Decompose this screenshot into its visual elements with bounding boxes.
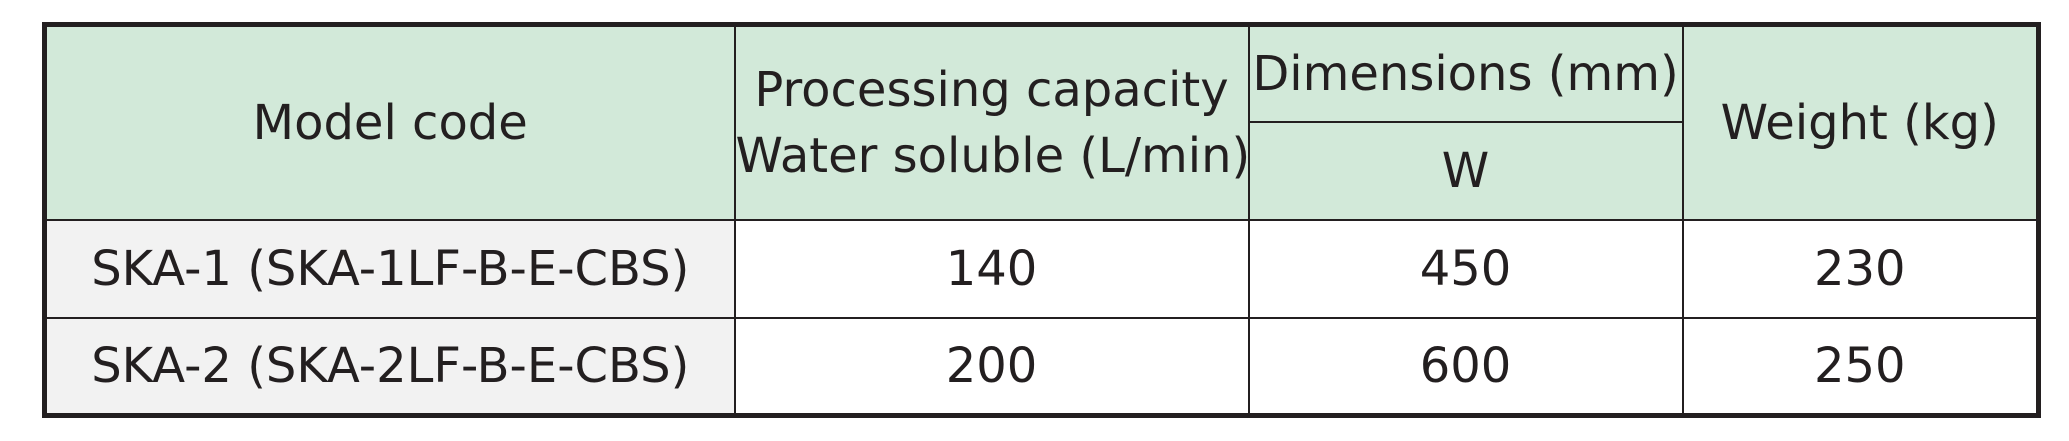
cell-capacity: 140 <box>733 218 1250 319</box>
cell-weight: 250 <box>1681 316 2040 417</box>
header-processing-capacity: Processing capacity Water soluble (L/min… <box>733 23 1251 221</box>
cell-capacity: 200 <box>733 316 1250 417</box>
cell-width: 600 <box>1247 316 1684 417</box>
table-body: SKA-1 (SKA-1LF-B-E-CBS) 140 450 230 SKA-… <box>43 218 2040 417</box>
header-processing-capacity-line1: Processing capacity <box>754 61 1229 118</box>
cell-model: SKA-1 (SKA-1LF-B-E-CBS) <box>43 218 736 319</box>
header-row-bottom: W <box>45 120 2039 221</box>
header-model-code: Model code <box>43 23 736 221</box>
table-row: SKA-2 (SKA-2LF-B-E-CBS) 200 600 250 <box>43 316 2040 417</box>
table-row: SKA-1 (SKA-1LF-B-E-CBS) 140 450 230 <box>43 218 2040 319</box>
header-processing-capacity-line2: Water soluble (L/min) <box>735 127 1251 184</box>
table-header: Model code Processing capacity Water sol… <box>43 23 2040 221</box>
header-weight: Weight (kg) <box>1681 23 2040 221</box>
header-dimensions-w: W <box>1247 120 1684 221</box>
cell-weight: 230 <box>1681 218 2040 319</box>
cell-width: 450 <box>1247 218 1684 319</box>
cell-model: SKA-2 (SKA-2LF-B-E-CBS) <box>43 316 736 417</box>
header-row-top: Model code Processing capacity Water sol… <box>43 23 2040 221</box>
spec-table: Model code Processing capacity Water sol… <box>42 22 2041 418</box>
header-dimensions: Dimensions (mm) <box>1247 23 1684 123</box>
